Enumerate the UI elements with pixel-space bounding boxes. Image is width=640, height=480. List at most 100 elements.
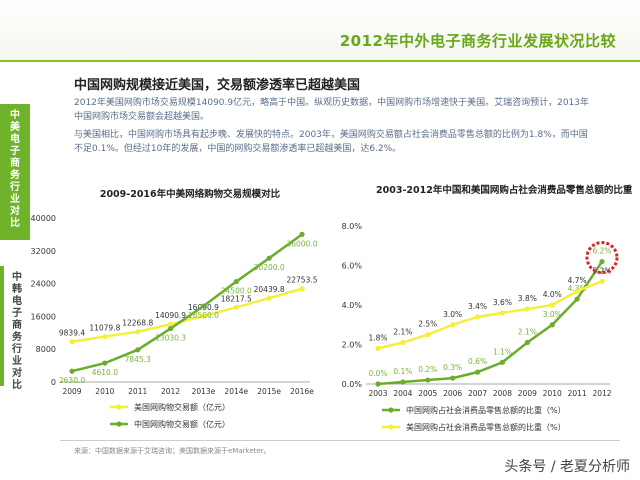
x-tick-label: 2012: [161, 387, 180, 396]
data-label: 6.2%: [592, 247, 611, 256]
data-point: [599, 258, 605, 265]
data-point: [102, 360, 108, 366]
data-label: 24500.0: [221, 287, 252, 296]
data-label: 30200.0: [254, 263, 285, 272]
legend-marker: [116, 404, 122, 410]
data-label: 5.2%: [592, 266, 611, 275]
legend-label: 美国网购物交易额（亿元）: [134, 402, 230, 412]
data-label: 1.1%: [493, 347, 512, 356]
data-point: [425, 377, 431, 383]
data-point: [375, 345, 381, 352]
data-label: 22753.5: [286, 276, 317, 285]
data-point: [474, 369, 481, 375]
x-tick-label: 2011: [128, 387, 147, 396]
chart-1-title: 2009-2016年中美网络购物交易规模对比: [99, 189, 281, 200]
paragraph-1: 2012年美国网购市场交易规模14090.9亿元，略高于中国。纵观历史数据，中国…: [74, 98, 590, 122]
series-line: [71, 287, 303, 343]
series-line: [377, 260, 604, 386]
x-tick-label: 2006: [443, 389, 462, 398]
data-point: [549, 322, 555, 328]
paragraph-2: 与美国相比，中国网购市场具有起步晚、发展快的特点。2003年，美国网购交易额占社…: [74, 130, 588, 154]
data-label: 13030.3: [155, 334, 186, 343]
chart-1-svg: 0 8000 16000 24000 32000 40000 2009 2010 2011 201…: [31, 214, 318, 429]
x-tick-label: 2010: [95, 387, 114, 396]
legend-label: 中国网购物交易额（亿元）: [134, 419, 230, 429]
data-label: 0.6%: [468, 357, 487, 366]
watermark-text: 头条号 / 老夏分析师: [504, 459, 630, 475]
data-label: 2.1%: [393, 328, 412, 337]
data-point: [200, 313, 207, 319]
y-tick-label: 24000: [31, 280, 56, 289]
x-tick-label: 2007: [468, 389, 487, 398]
tab-us-comparison[interactable]: 中美电子商务行业对比: [0, 104, 30, 240]
data-label: 18500.0: [188, 311, 219, 320]
x-tick-label: 2010: [543, 389, 562, 398]
data-point: [69, 368, 75, 374]
data-label: 0.3%: [443, 363, 462, 372]
x-tick-label: 2012: [592, 389, 611, 398]
data-label: 3.0%: [543, 310, 562, 319]
footer-divider: [60, 440, 620, 441]
data-label: 14090.9: [155, 311, 186, 320]
data-point: [233, 304, 239, 310]
data-point: [450, 322, 456, 328]
x-tick-label: 2013e: [192, 387, 216, 396]
data-point: [499, 310, 506, 316]
x-tick-label: 2011: [568, 389, 587, 398]
data-point: [135, 329, 141, 335]
x-tick-label: 2009: [518, 389, 537, 398]
data-point: [400, 379, 406, 385]
section-headline: 中国网购规模接近美国，交易额渗透率已超越美国: [74, 78, 361, 93]
data-label: 18217.5: [221, 294, 252, 303]
data-label: 1.8%: [368, 333, 387, 342]
data-point: [167, 321, 174, 327]
data-label: 4.0%: [543, 290, 562, 299]
data-point: [425, 332, 431, 338]
data-label: 7845.3: [125, 355, 151, 364]
data-label: 0.1%: [393, 367, 412, 376]
data-label: 9839.4: [59, 329, 85, 338]
data-label: 0.2%: [418, 365, 437, 374]
y-tick-label: 8.0%: [342, 222, 363, 231]
data-label: 20439.8: [254, 285, 285, 294]
data-label: 2630.0: [59, 376, 85, 385]
data-point: [474, 314, 481, 320]
legend-label: 中国网购占社会消费品零售总额的比重（%）: [406, 405, 566, 415]
x-tick-label: 2003: [368, 389, 387, 398]
x-tick-label: 2009: [62, 387, 81, 396]
x-tick-label: 2004: [393, 389, 412, 398]
x-tick-label: 2005: [418, 389, 437, 398]
y-tick-label: 8000: [36, 345, 56, 354]
y-tick-label: 40000: [31, 214, 56, 223]
legend-label: 美国网购占社会消费品零售总额的比重（%）: [406, 422, 566, 432]
legend-marker: [116, 421, 122, 427]
y-tick-label: 4.0%: [342, 301, 363, 310]
data-label: 2.1%: [518, 328, 537, 337]
series-line: [71, 233, 303, 373]
x-tick-label: 2008: [493, 389, 512, 398]
header-bar: 2012年中外电子商务行业发展状况比较: [0, 0, 640, 62]
tab-label: 中美电子商务行业对比: [10, 110, 20, 229]
data-label: 11079.8: [89, 324, 120, 333]
data-point: [266, 255, 272, 261]
x-tick-label: 2014e: [224, 387, 248, 396]
tab-korea-comparison[interactable]: 中韩电子商务行业对比: [0, 266, 30, 391]
data-label: 12268.8: [122, 319, 153, 328]
data-label: 3.4%: [468, 302, 487, 311]
data-point: [549, 302, 555, 308]
chart-2-svg: 0.0% 2.0% 4.0% 6.0% 8.0% 2003 2004 2005 2006 2007…: [342, 222, 619, 432]
data-point: [299, 286, 305, 292]
y-tick-label: 6.0%: [342, 262, 363, 271]
data-point: [524, 306, 530, 312]
source-note: 来源：中国数据来源于艾瑞咨询；美国数据来源于eMarketer。: [74, 447, 271, 455]
data-label: 4610.0: [92, 368, 118, 377]
highlight-ring: [585, 241, 619, 275]
data-point: [524, 339, 530, 346]
y-tick-label: 2.0%: [342, 341, 363, 350]
data-label: 3.0%: [443, 310, 462, 319]
data-label: 3.8%: [518, 294, 537, 303]
series-line: [377, 280, 603, 350]
data-point: [102, 333, 108, 340]
data-point: [499, 359, 506, 365]
tab-label: 中韩电子商务行业对比: [12, 272, 22, 391]
